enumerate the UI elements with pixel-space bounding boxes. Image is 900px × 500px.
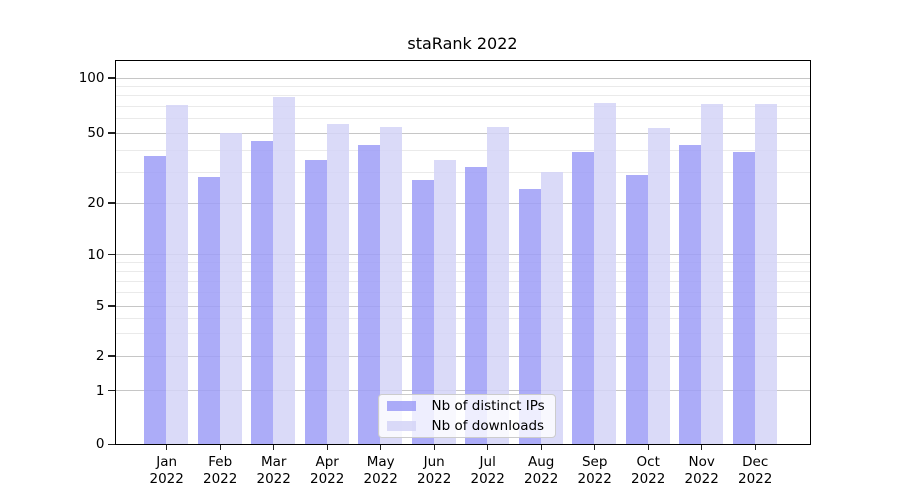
gridline-100 bbox=[114, 77, 811, 79]
y-tick-10 bbox=[107, 253, 115, 256]
legend-label-downloads: Nb of downloads bbox=[431, 417, 545, 434]
x-tick-feb bbox=[219, 444, 221, 450]
y-tick-50 bbox=[107, 132, 115, 134]
x-tick-may bbox=[380, 444, 382, 450]
y-tick-20 bbox=[107, 202, 115, 204]
gridline-40 bbox=[114, 149, 811, 151]
bar-downloads-jul bbox=[487, 126, 510, 445]
x-tick-label-sep: Sep 2022 bbox=[577, 453, 612, 487]
y-tick-5 bbox=[107, 305, 115, 307]
x-tick-label-may: May 2022 bbox=[363, 453, 398, 487]
bar-ips-apr bbox=[304, 160, 327, 445]
x-tick-label-nov: Nov 2022 bbox=[684, 453, 719, 487]
bar-ips-jan bbox=[144, 156, 167, 445]
bar-ips-sep bbox=[572, 151, 595, 445]
y-tick-100 bbox=[107, 77, 115, 79]
gridline-7 bbox=[114, 280, 811, 282]
x-tick-dec bbox=[754, 444, 756, 450]
x-tick-label-mar: Mar 2022 bbox=[256, 453, 291, 487]
bar-ips-dec bbox=[732, 151, 755, 445]
legend: Nb of distinct IPs Nb of downloads bbox=[377, 393, 556, 438]
y-tick-label-20: 20 bbox=[87, 195, 105, 211]
bar-ips-jul bbox=[465, 167, 488, 445]
x-tick-label-jun: Jun 2022 bbox=[417, 453, 452, 487]
x-tick-nov bbox=[701, 444, 703, 450]
gridline-1 bbox=[114, 390, 811, 391]
gridline-6 bbox=[114, 291, 811, 293]
gridline-3 bbox=[114, 333, 811, 335]
bar-downloads-apr bbox=[326, 124, 349, 445]
x-tick-label-aug: Aug 2022 bbox=[524, 453, 559, 487]
bar-downloads-may bbox=[380, 126, 403, 445]
y-tick-label-10: 10 bbox=[87, 246, 105, 263]
x-tick-jun bbox=[433, 444, 435, 450]
bar-downloads-jan bbox=[166, 105, 189, 445]
gridline-50 bbox=[114, 132, 811, 134]
x-tick-apr bbox=[326, 444, 328, 450]
bar-ips-may bbox=[358, 144, 381, 445]
x-tick-jan bbox=[166, 444, 168, 450]
legend-label-distinct-ips: Nb of distinct IPs bbox=[431, 397, 545, 414]
y-tick-label-50: 50 bbox=[87, 125, 105, 141]
bar-ips-nov bbox=[679, 144, 702, 445]
x-tick-sep bbox=[594, 444, 596, 450]
gridline-9 bbox=[114, 261, 811, 263]
x-tick-label-feb: Feb 2022 bbox=[203, 453, 238, 487]
x-tick-mar bbox=[273, 444, 275, 450]
gridline-80 bbox=[114, 95, 811, 97]
bar-downloads-jun bbox=[433, 160, 456, 445]
legend-swatch-distinct-ips bbox=[386, 400, 416, 411]
gridline-20 bbox=[114, 202, 811, 204]
chart-title: staRank 2022 bbox=[407, 34, 518, 53]
y-tick-label-5: 5 bbox=[95, 298, 105, 314]
bar-ips-aug bbox=[518, 189, 541, 445]
y-tick-1 bbox=[107, 389, 115, 392]
bar-downloads-mar bbox=[273, 96, 296, 445]
x-tick-aug bbox=[540, 444, 542, 450]
legend-item-downloads: Nb of downloads bbox=[386, 417, 555, 434]
x-tick-jul bbox=[487, 444, 489, 450]
plot-area: 100 50 20 10 5 2 1 0 Jan 2022 Feb 2022 Mar 2022 Apr 202… bbox=[79, 59, 812, 487]
bar-downloads-feb bbox=[219, 133, 242, 445]
gridline-30 bbox=[114, 171, 811, 173]
gridline-60 bbox=[114, 118, 811, 120]
y-tick-label-2: 2 bbox=[95, 348, 105, 364]
x-tick-label-dec: Dec 2022 bbox=[738, 453, 773, 487]
x-tick-label-oct: Oct 2022 bbox=[631, 453, 666, 487]
gridline-70 bbox=[114, 105, 811, 107]
bar-ips-jun bbox=[411, 180, 434, 445]
y-tick-2 bbox=[107, 355, 115, 357]
bar-ips-feb bbox=[197, 177, 220, 445]
legend-item-distinct-ips: Nb of distinct IPs bbox=[386, 397, 555, 414]
x-tick-label-jan: Jan 2022 bbox=[149, 453, 184, 487]
x-tick-label-jul: Jul 2022 bbox=[470, 453, 505, 487]
x-tick-oct bbox=[647, 444, 649, 450]
gridline-2 bbox=[114, 355, 811, 357]
bar-ips-oct bbox=[625, 174, 648, 445]
tick-layer: 100 50 20 10 5 2 1 0 Jan 2022 Feb 2022 Mar 2022 Apr 202… bbox=[79, 60, 812, 487]
bar-downloads-oct bbox=[647, 128, 670, 445]
bar-ips-mar bbox=[251, 141, 274, 445]
grid-layer bbox=[114, 60, 811, 445]
bar-downloads-dec bbox=[754, 104, 777, 445]
bar-layer bbox=[115, 60, 812, 445]
y-tick-0 bbox=[107, 443, 115, 445]
bar-downloads-nov bbox=[701, 104, 724, 445]
gridline-90 bbox=[114, 85, 811, 87]
y-tick-label-0: 0 bbox=[95, 436, 105, 453]
bar-downloads-aug bbox=[540, 172, 563, 445]
bar-downloads-sep bbox=[594, 102, 617, 445]
gridline-10 bbox=[114, 254, 811, 255]
x-tick-label-apr: Apr 2022 bbox=[310, 453, 345, 487]
gridline-4 bbox=[114, 317, 811, 319]
gridline-5 bbox=[114, 305, 811, 307]
legend-swatch-downloads bbox=[386, 420, 416, 431]
gridline-8 bbox=[114, 270, 811, 272]
y-tick-label-100: 100 bbox=[78, 70, 105, 86]
y-tick-label-1: 1 bbox=[95, 382, 105, 399]
